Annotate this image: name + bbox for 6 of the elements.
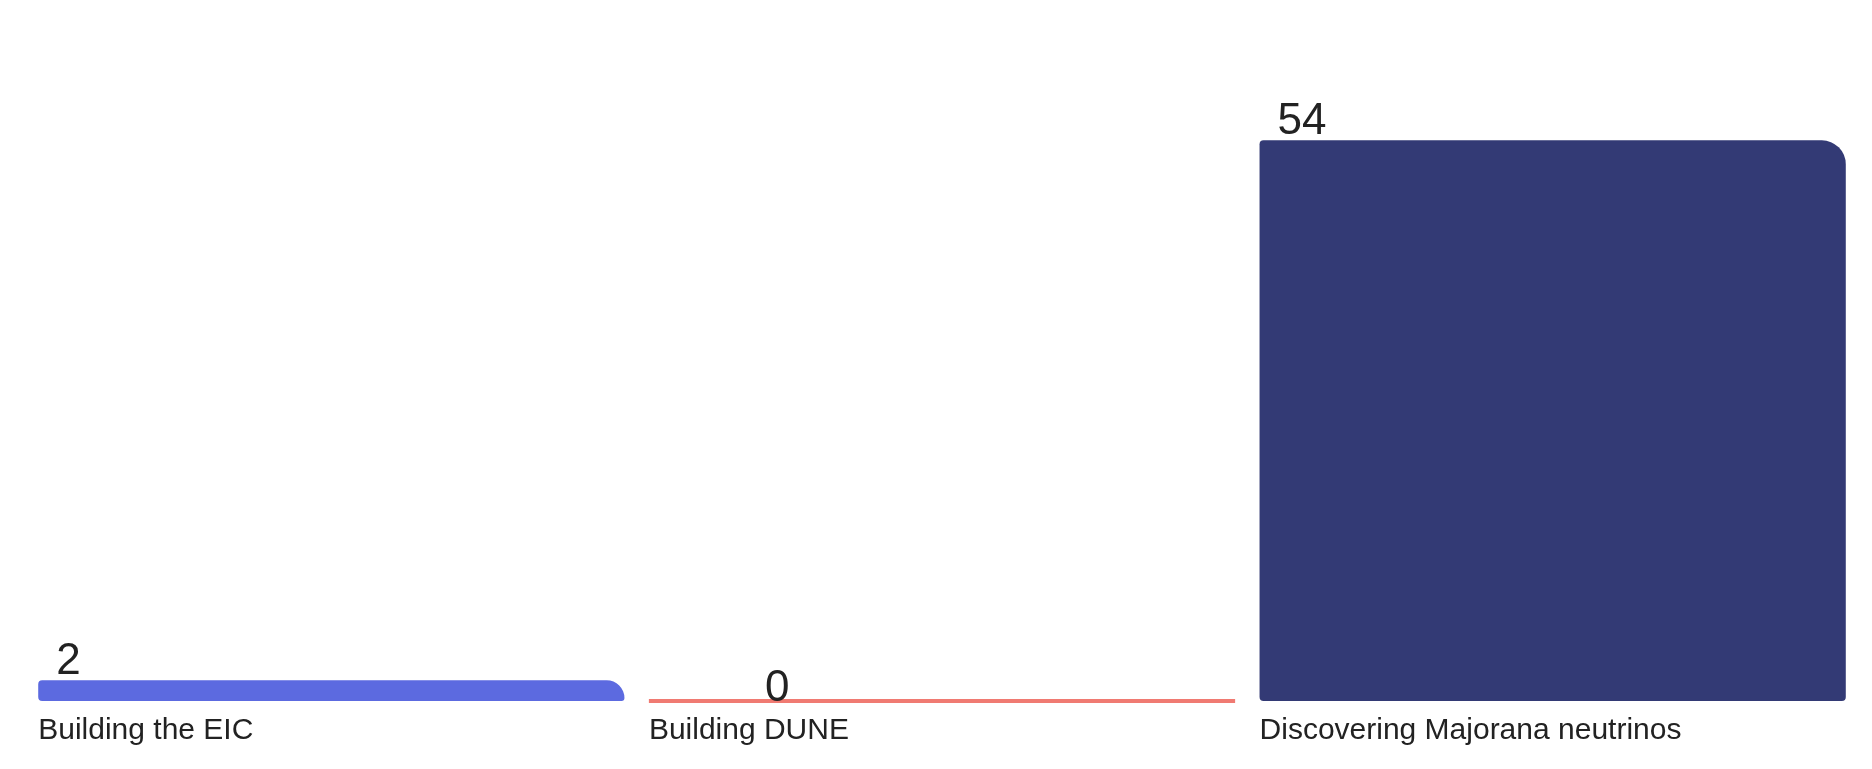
data-label: 2 xyxy=(56,633,81,683)
x-tick-label: Building the EIC xyxy=(38,711,254,745)
data-label: 54 xyxy=(1277,93,1327,143)
x-tick-label: Building DUNE xyxy=(648,711,849,745)
data-label: 0 xyxy=(764,660,790,710)
x-tick-label: Discovering Majorana neutrinos xyxy=(1259,711,1682,745)
